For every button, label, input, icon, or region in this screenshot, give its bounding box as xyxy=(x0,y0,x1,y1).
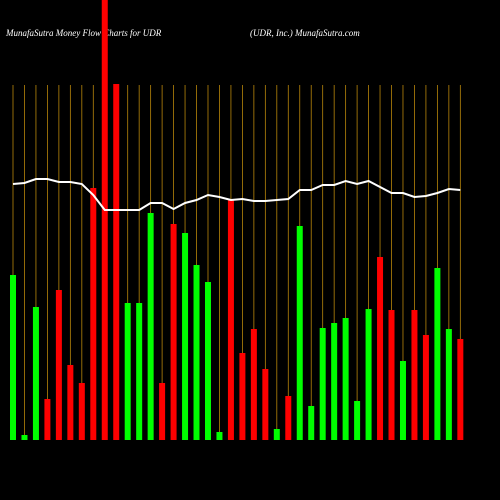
bar xyxy=(273,429,280,440)
bar xyxy=(182,233,189,440)
bar xyxy=(331,323,338,440)
bar xyxy=(32,307,39,440)
bar xyxy=(411,310,418,440)
bar xyxy=(296,226,303,440)
bar xyxy=(377,257,384,440)
bar xyxy=(388,310,395,440)
bar xyxy=(67,365,74,440)
bar xyxy=(354,401,361,440)
bar xyxy=(434,268,441,440)
bar xyxy=(55,290,62,440)
bar xyxy=(170,224,177,440)
bar xyxy=(136,303,143,440)
bar xyxy=(21,435,28,440)
bar xyxy=(319,328,326,440)
bar xyxy=(399,361,406,440)
bar xyxy=(44,399,51,440)
bar xyxy=(10,275,16,440)
bar xyxy=(90,188,97,440)
bar xyxy=(365,309,372,440)
chart-subtitle: (UDR, Inc.) MunafaSutra.com xyxy=(250,28,360,38)
bar xyxy=(101,0,108,440)
bar xyxy=(250,329,257,440)
plot xyxy=(10,0,464,440)
bar xyxy=(342,318,349,440)
bar xyxy=(204,282,211,440)
bar xyxy=(193,265,200,440)
bar xyxy=(445,329,452,440)
bar xyxy=(239,353,246,440)
bar xyxy=(457,339,464,440)
bar xyxy=(159,383,166,440)
bar xyxy=(262,369,269,440)
bar xyxy=(216,432,223,440)
bar xyxy=(227,200,234,440)
bar xyxy=(308,406,315,440)
bar xyxy=(113,84,120,440)
bar xyxy=(422,335,429,440)
chart-title: MunafaSutra Money Flow Charts for UDR xyxy=(5,28,162,38)
flow-line xyxy=(12,178,461,211)
bar xyxy=(78,383,85,440)
bar xyxy=(285,396,292,440)
bar xyxy=(147,213,154,440)
bar xyxy=(124,303,131,440)
